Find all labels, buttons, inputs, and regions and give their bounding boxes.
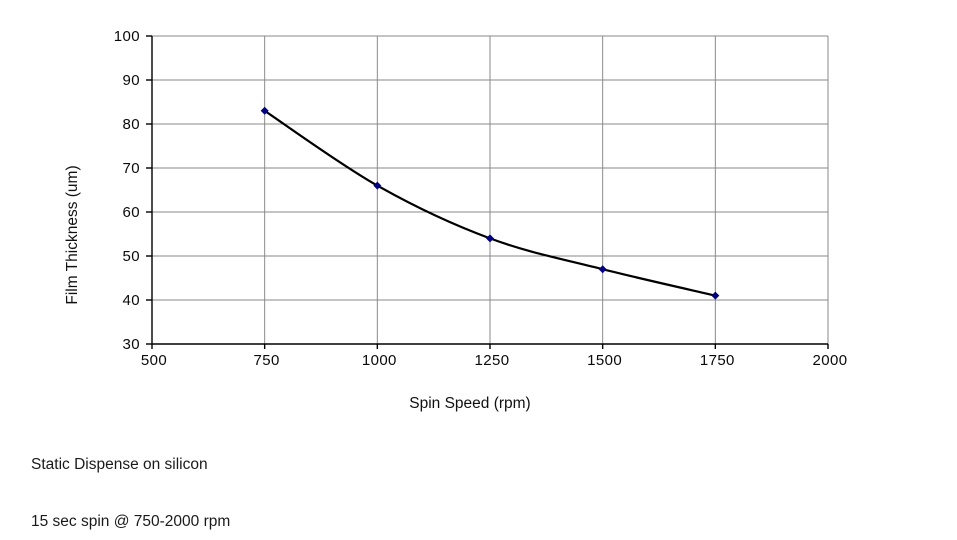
data-point-marker [711, 291, 720, 300]
x-tick-label: 500 [141, 352, 167, 369]
data-point-marker [598, 265, 607, 274]
y-axis-title: Film Thickness (um) [64, 165, 81, 304]
x-tick-label: 1750 [700, 352, 735, 369]
x-tick-label: 1000 [362, 352, 397, 369]
notes-block: Static Dispense on silicon 15 sec spin @… [31, 417, 235, 540]
y-tick-label: 30 [123, 336, 141, 353]
y-tick-label: 80 [123, 116, 141, 133]
x-axis-title: Spin Speed (rpm) [409, 395, 530, 412]
x-tick-label: 2000 [813, 352, 848, 369]
data-point-marker [373, 181, 382, 190]
y-tick-label: 60 [123, 204, 141, 221]
x-tick-label: 1500 [587, 352, 622, 369]
note-line: Static Dispense on silicon [31, 456, 208, 473]
data-point-marker [260, 106, 269, 115]
y-tick-label: 90 [123, 72, 141, 89]
note-line: 15 sec spin @ 750-2000 rpm [31, 513, 231, 530]
y-tick-label: 40 [123, 292, 141, 309]
y-tick-label: 50 [123, 248, 141, 265]
y-tick-label: 70 [123, 160, 141, 177]
data-point-marker [486, 234, 494, 243]
x-tick-label: 750 [254, 352, 280, 369]
x-tick-label: 1250 [475, 352, 510, 369]
y-tick-label: 100 [114, 28, 140, 45]
